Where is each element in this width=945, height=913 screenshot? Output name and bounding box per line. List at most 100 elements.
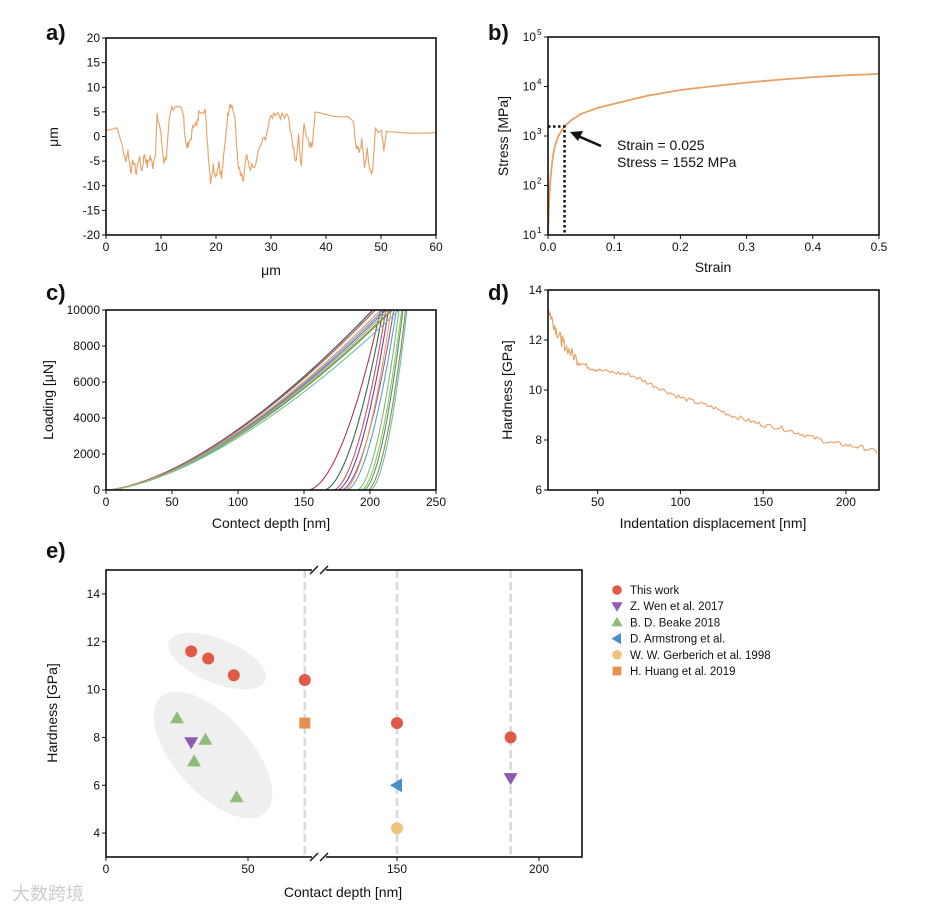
b-ytick-label: 10 bbox=[523, 80, 537, 94]
panel-label-b: b) bbox=[488, 20, 509, 45]
legend-entry: Z. Wen et al. 2017 bbox=[611, 601, 724, 613]
e-xtick-label: 0 bbox=[103, 862, 110, 876]
c-xtick-label: 200 bbox=[360, 495, 380, 509]
d-ytick-label: 10 bbox=[529, 383, 543, 397]
e-ytick-label: 6 bbox=[93, 778, 100, 792]
legend-entry: H. Huang et al. 2019 bbox=[612, 666, 736, 678]
b-ytick-exponent: 3 bbox=[537, 127, 542, 136]
c-load-curve-1 bbox=[105, 309, 382, 491]
c-ytick-label: 0 bbox=[93, 483, 100, 497]
legend-marker-icon bbox=[612, 585, 622, 595]
e-point-b-d-beake-2018 bbox=[187, 754, 202, 767]
e-point-this-work bbox=[185, 645, 198, 658]
e-point-b-d-beake-2018 bbox=[198, 732, 213, 745]
a-plot-frame bbox=[105, 37, 437, 236]
legend-marker-icon bbox=[611, 633, 621, 645]
b-plot-frame bbox=[547, 36, 880, 236]
legend-label: This work bbox=[630, 585, 679, 597]
d-plot-frame bbox=[547, 289, 880, 491]
panel-label-e: e) bbox=[46, 538, 66, 563]
c-ytick-label: 6000 bbox=[73, 375, 100, 389]
d-xtick-label: 200 bbox=[836, 495, 856, 509]
e-ytick-label: 14 bbox=[87, 587, 101, 601]
b-ytick-exponent: 1 bbox=[537, 226, 542, 235]
b-ylabel: Stress [MPa] bbox=[495, 96, 511, 176]
a-ytick-label: 15 bbox=[87, 56, 101, 70]
a-ytick-label: -10 bbox=[83, 179, 101, 193]
b-xtick-label: 0.5 bbox=[871, 240, 888, 254]
legend-marker-icon bbox=[611, 616, 623, 627]
legend-label: B. D. Beake 2018 bbox=[630, 617, 720, 629]
a-ytick-label: -20 bbox=[83, 228, 101, 242]
e-point-this-work bbox=[298, 674, 311, 687]
e-ytick-label: 4 bbox=[93, 826, 100, 840]
watermark: 大数跨境 bbox=[12, 884, 84, 904]
a-xtick-label: 0 bbox=[103, 240, 110, 254]
e-xlabel: Contact depth [nm] bbox=[284, 884, 402, 900]
e-point-d-armstrong-et-al- bbox=[390, 778, 402, 793]
a-ytick-label: 0 bbox=[93, 130, 100, 144]
e-xtick-label: 150 bbox=[387, 862, 407, 876]
c-xtick-label: 250 bbox=[426, 495, 446, 509]
e-axis-break-mark bbox=[309, 565, 319, 575]
legend-marker-icon bbox=[612, 666, 622, 676]
c-load-curve-4 bbox=[105, 309, 395, 491]
b-xtick-label: 0.3 bbox=[738, 240, 755, 254]
e-legend: This work Z. Wen et al. 2017 B. D. Beake 2… bbox=[611, 585, 771, 678]
a-ylabel: μm bbox=[45, 127, 61, 147]
panel-label-d: d) bbox=[488, 280, 509, 305]
e-ytick-label: 8 bbox=[93, 730, 100, 744]
c-xtick-label: 100 bbox=[228, 495, 248, 509]
panel-label-a: a) bbox=[46, 20, 66, 45]
e-ytick-label: 12 bbox=[87, 635, 101, 649]
c-xtick-label: 150 bbox=[294, 495, 314, 509]
c-ytick-label: 10000 bbox=[67, 303, 101, 317]
d-ytick-label: 14 bbox=[529, 283, 543, 297]
a-xtick-label: 10 bbox=[154, 240, 168, 254]
legend-entry: W. W. Gerberich et al. 1998 bbox=[612, 650, 771, 662]
c-ylabel: Loading [μN] bbox=[40, 360, 56, 440]
legend-marker-icon bbox=[611, 602, 623, 612]
b-annotation-arrow bbox=[570, 131, 602, 148]
e-point-z-wen-et-al-2017 bbox=[184, 737, 199, 750]
e-point-this-work bbox=[504, 731, 517, 744]
b-ytick-exponent: 2 bbox=[537, 177, 542, 186]
e-point-b-d-beake-2018 bbox=[170, 711, 184, 724]
a-xlabel: μm bbox=[261, 262, 281, 278]
b-xtick-label: 0.0 bbox=[540, 240, 557, 254]
c-ytick-label: 2000 bbox=[73, 447, 100, 461]
e-point-z-wen-et-al-2017 bbox=[503, 773, 518, 786]
b-ytick-label: 10 bbox=[523, 30, 537, 44]
b-stress-strain-line bbox=[547, 73, 880, 236]
b-ytick-label: 10 bbox=[523, 179, 537, 193]
a-xtick-label: 20 bbox=[209, 240, 223, 254]
e-plot-frame bbox=[105, 569, 583, 858]
legend-label: D. Armstrong et al. bbox=[630, 634, 725, 646]
a-ytick-label: -5 bbox=[89, 154, 100, 168]
e-xtick-label: 50 bbox=[241, 862, 255, 876]
d-xlabel: Indentation displacement [nm] bbox=[620, 515, 807, 531]
b-xtick-label: 0.2 bbox=[672, 240, 689, 254]
d-ytick-label: 8 bbox=[535, 433, 542, 447]
e-ylabel: Hardness [GPa] bbox=[44, 663, 60, 763]
legend-label: W. W. Gerberich et al. 1998 bbox=[630, 650, 771, 662]
a-ytick-label: 20 bbox=[87, 31, 101, 45]
e-point-this-work bbox=[202, 652, 215, 665]
b-annotation-stress: Stress = 1552 MPa bbox=[617, 154, 737, 170]
e-axis-break-gap bbox=[312, 854, 326, 860]
e-axis-break-mark bbox=[319, 852, 329, 862]
e-axis-break-mark bbox=[319, 565, 329, 575]
d-xtick-label: 50 bbox=[591, 495, 605, 509]
e-ytick-label: 10 bbox=[87, 683, 101, 697]
d-ytick-label: 6 bbox=[535, 483, 542, 497]
d-ytick-label: 12 bbox=[529, 333, 543, 347]
b-ytick-label: 10 bbox=[523, 129, 537, 143]
c-xtick-label: 0 bbox=[103, 495, 110, 509]
e-point-this-work bbox=[391, 717, 403, 730]
e-point-w-w-gerberich-et-al-1998 bbox=[391, 822, 403, 835]
a-ytick-label: 10 bbox=[87, 80, 101, 94]
c-load-curve-10 bbox=[105, 309, 408, 491]
c-load-curve-2 bbox=[105, 309, 384, 491]
b-ytick-exponent: 4 bbox=[537, 78, 542, 87]
